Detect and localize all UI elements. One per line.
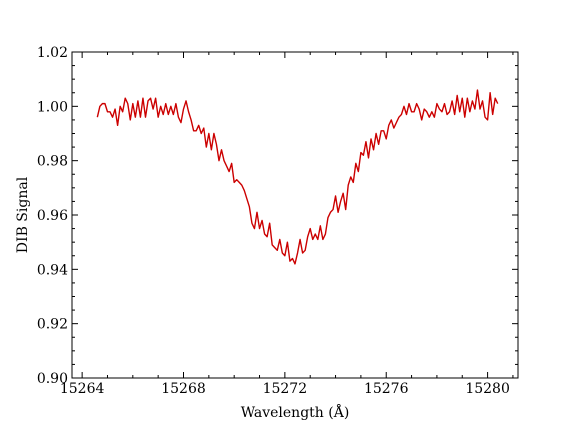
axis-ticks: [72, 51, 518, 379]
y-tick-label: 0.98: [37, 154, 68, 170]
y-tick-label: 0.90: [37, 371, 68, 387]
x-tick-label: 15268: [161, 381, 206, 397]
x-tick-label: 15272: [263, 381, 308, 397]
y-tick-labels: 0.90 0.92 0.94 0.96 0.98 1.00 1.02: [37, 45, 68, 387]
y-tick-label: 0.96: [37, 208, 68, 224]
x-tick-label: 15280: [465, 381, 510, 397]
x-tick-label: 15276: [364, 381, 409, 397]
x-axis-label: Wavelength (Å): [241, 403, 350, 421]
y-tick-label: 1.02: [37, 45, 68, 61]
x-tick-label: 15264: [60, 381, 105, 397]
y-tick-label: 0.92: [37, 317, 68, 333]
y-axis-label: DIB Signal: [15, 176, 31, 253]
y-tick-label: 1.00: [37, 99, 68, 115]
y-tick-label: 0.94: [37, 262, 68, 278]
series-line: [96, 89, 499, 265]
x-tick-labels: 15264 15268 15272 15276 15280: [60, 381, 510, 397]
plot-frame: [71, 51, 519, 379]
